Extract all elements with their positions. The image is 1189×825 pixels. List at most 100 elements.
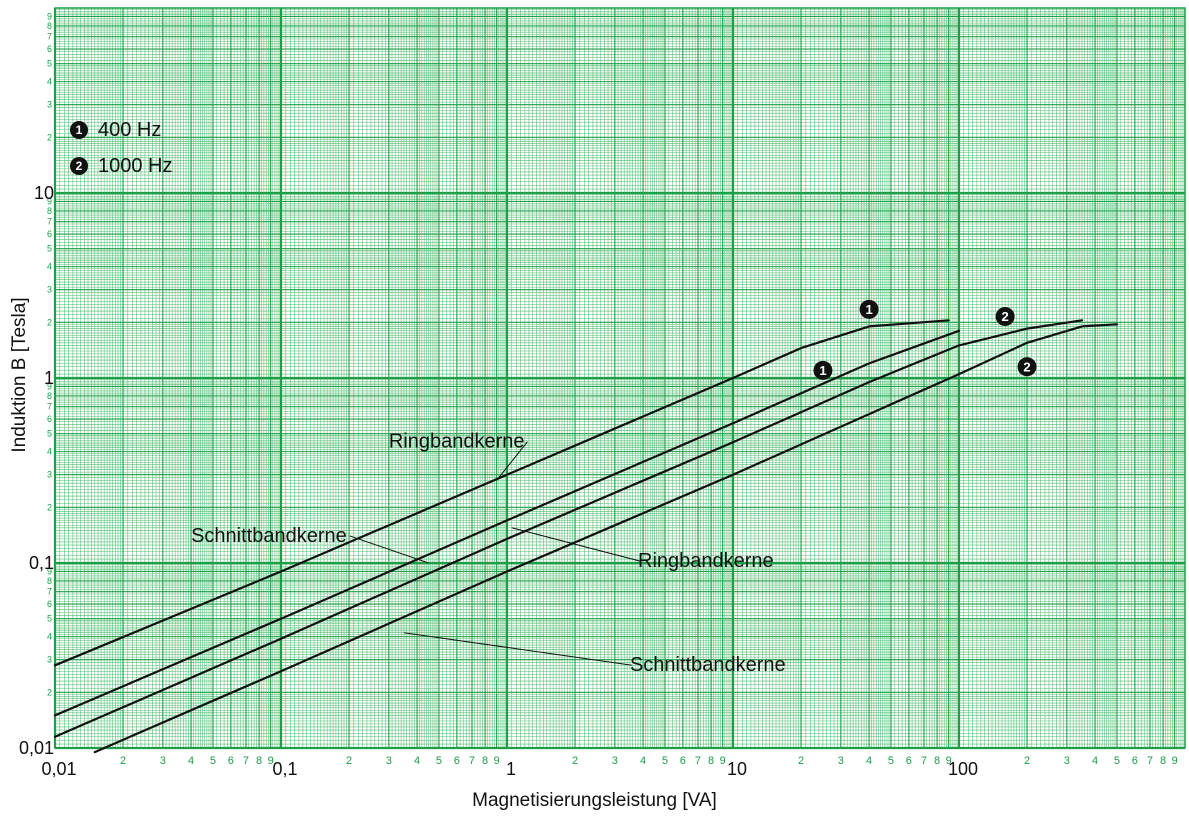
- y-minor-tick-label: 4: [47, 447, 52, 457]
- y-minor-tick-label: 7: [47, 402, 52, 412]
- x-minor-tick-label: 6: [680, 755, 686, 767]
- x-minor-tick-label: 9: [268, 755, 274, 767]
- y-minor-tick-label: 2: [47, 317, 52, 327]
- series-line-schnittbandkerne-1: [53, 329, 961, 717]
- y-minor-tick-label: 5: [47, 59, 52, 69]
- annotation-leader-line: [349, 535, 429, 564]
- y-minor-tick-label: 3: [47, 285, 52, 295]
- x-minor-tick-label: 4: [188, 755, 194, 767]
- legend-marker-1: 1: [70, 121, 88, 139]
- series-marker-number: 1: [819, 363, 826, 378]
- y-tick-label: 0,1: [29, 553, 54, 573]
- x-minor-tick-label: 7: [243, 755, 249, 767]
- series-marker-circle: [859, 299, 879, 319]
- y-tick-label: 10: [34, 183, 54, 203]
- x-minor-tick-label: 9: [1172, 755, 1178, 767]
- legend-marker-2: 2: [70, 157, 88, 175]
- series-line-schnittbandkerne-2: [93, 323, 1119, 754]
- series-marker-number: 2: [1023, 359, 1030, 374]
- x-minor-tick-label: 7: [921, 755, 927, 767]
- y-minor-tick-label: 4: [47, 632, 52, 642]
- x-minor-tick-label: 8: [934, 755, 940, 767]
- y-minor-tick-label: 3: [47, 470, 52, 480]
- series-marker-circle: [813, 360, 833, 380]
- y-minor-tick-label: 8: [47, 206, 52, 216]
- y-minor-tick-label: 3: [47, 655, 52, 665]
- y-tick-label: 0,01: [19, 738, 54, 758]
- x-minor-tick-label: 7: [1147, 755, 1153, 767]
- x-minor-tick-label: 2: [572, 755, 578, 767]
- annotation-leader-line: [511, 527, 641, 562]
- series-marker-1: 1: [813, 360, 833, 380]
- y-minor-tick-label: 6: [47, 599, 52, 609]
- x-minor-tick-label: 5: [210, 755, 216, 767]
- x-minor-tick-label: 6: [1132, 755, 1138, 767]
- series-marker-1: 1: [859, 299, 879, 319]
- x-minor-tick-label: 8: [708, 755, 714, 767]
- x-minor-tick-label: 8: [482, 755, 488, 767]
- series-marker-circle: [1017, 357, 1037, 377]
- y-axis-title: Induktion B [Tesla]: [9, 297, 30, 453]
- x-minor-tick-label: 9: [494, 755, 500, 767]
- x-tick-label: 0,01: [41, 759, 76, 779]
- y-minor-tick-label: 9: [47, 11, 52, 21]
- x-minor-tick-label: 4: [1092, 755, 1098, 767]
- y-minor-tick-label: 5: [47, 614, 52, 624]
- y-minor-tick-label: 7: [47, 587, 52, 597]
- x-minor-tick-label: 8: [256, 755, 262, 767]
- legend-item-1000hz: 2 1000 Hz: [70, 148, 173, 184]
- y-minor-tick-label: 5: [47, 244, 52, 254]
- x-minor-tick-label: 5: [662, 755, 668, 767]
- series-marker-number: 1: [865, 302, 872, 317]
- x-minor-tick-label: 3: [612, 755, 618, 767]
- y-minor-tick-label: 7: [47, 32, 52, 42]
- y-minor-tick-label: 8: [47, 576, 52, 586]
- x-minor-tick-label: 2: [1024, 755, 1030, 767]
- series-marker-2: 2: [1017, 357, 1037, 377]
- annotation-leader-line: [403, 632, 633, 666]
- annotation-label: Schnittbandkerne: [630, 654, 786, 676]
- legend-item-400hz: 1 400 Hz: [70, 112, 173, 148]
- x-minor-tick-label: 4: [640, 755, 646, 767]
- x-minor-tick-label: 7: [469, 755, 475, 767]
- annotation-label: Ringbandkerne: [638, 550, 774, 572]
- grid: [53, 7, 1186, 750]
- y-minor-tick-label: 9: [47, 566, 52, 576]
- x-minor-tick-label: 9: [720, 755, 726, 767]
- y-minor-tick-label: 6: [47, 414, 52, 424]
- x-minor-tick-label: 9: [946, 755, 952, 767]
- x-minor-tick-label: 6: [906, 755, 912, 767]
- x-minor-tick-label: 2: [120, 755, 126, 767]
- x-minor-tick-label: 2: [798, 755, 804, 767]
- x-minor-tick-label: 3: [838, 755, 844, 767]
- series-lines: [53, 319, 1119, 754]
- y-minor-tick-label: 7: [47, 217, 52, 227]
- x-minor-tick-label: 3: [1064, 755, 1070, 767]
- y-minor-tick-label: 8: [47, 391, 52, 401]
- y-minor-tick-label: 9: [47, 196, 52, 206]
- y-minor-tick-label: 2: [47, 502, 52, 512]
- x-minor-tick-label: 8: [1160, 755, 1166, 767]
- x-minor-tick-label: 3: [386, 755, 392, 767]
- y-minor-tick-label: 9: [47, 381, 52, 391]
- y-tick-label: 1: [44, 368, 54, 388]
- x-minor-tick-label: 7: [695, 755, 701, 767]
- x-minor-tick-label: 6: [454, 755, 460, 767]
- x-tick-label: 10: [727, 759, 747, 779]
- annotation-leader-line: [496, 441, 528, 481]
- x-minor-tick-label: 3: [160, 755, 166, 767]
- y-axis-title-wrap: Induktion B [Tesla]: [0, 210, 40, 540]
- series-line-ringbandkerne-2: [53, 319, 1084, 738]
- plot-border: [54, 7, 1186, 749]
- x-minor-tick-label: 4: [866, 755, 872, 767]
- x-minor-tick-label: 4: [414, 755, 420, 767]
- legend: 1 400 Hz 2 1000 Hz: [70, 112, 173, 184]
- y-minor-tick-label: 3: [47, 100, 52, 110]
- series-marker-number: 2: [1002, 309, 1009, 324]
- x-minor-tick-label: 2: [346, 755, 352, 767]
- x-axis-title: Magnetisierungsleistung [VA]: [472, 790, 717, 811]
- y-minor-tick-label: 5: [47, 429, 52, 439]
- x-minor-tick-label: 5: [888, 755, 894, 767]
- x-tick-label: 1: [506, 759, 516, 779]
- y-minor-tick-label: 6: [47, 44, 52, 54]
